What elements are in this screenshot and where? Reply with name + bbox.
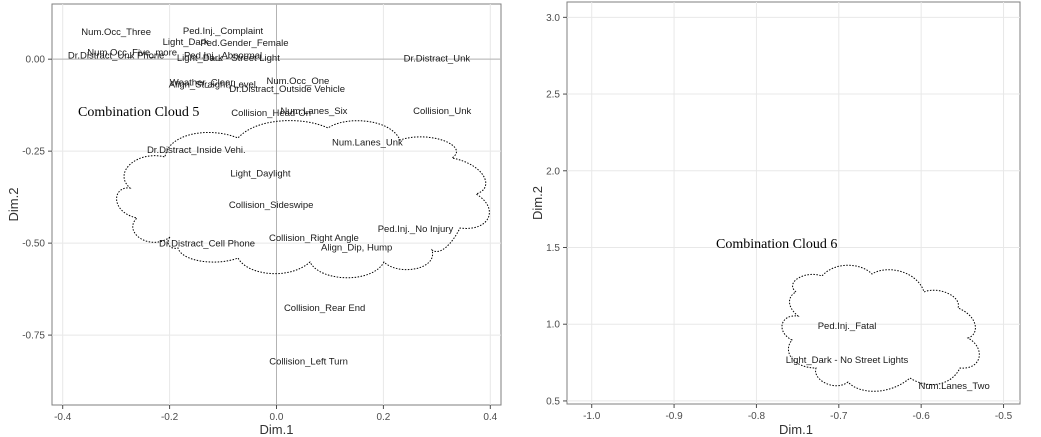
y-tick-label: -0.25 [22, 147, 45, 158]
point-labels: Ped.Inj._Fatal Light_Dark - No Street Lig… [786, 321, 990, 392]
point-label: Dr.Distract_Inside Vehi. [147, 145, 246, 156]
chart-panel-cloud-5: -0.4 -0.2 0.0 0.2 0.4 0.00 -0.25 -0.50 -0.75 Num… [6, 3, 502, 437]
x-tick-label: 0.2 [376, 412, 390, 423]
point-label: Align_Dip, Hump [321, 242, 392, 253]
point-label: Num.Lanes_Six [280, 106, 347, 117]
y-tick-label: 1.0 [546, 320, 560, 331]
grid-lines [567, 2, 1020, 404]
point-label: Collision_Sideswipe [229, 200, 314, 211]
cloud-annotation: Combination Cloud 6 [716, 237, 837, 252]
y-tick-label: 0.5 [546, 396, 560, 407]
y-tick-label: -0.50 [22, 239, 45, 250]
point-label: Ped.Inj._Abnormal [184, 50, 262, 61]
point-label: Num.Lanes_Unk [332, 137, 403, 148]
point-label: Ped.Inj._Fatal [818, 321, 877, 332]
x-tick-label: -0.6 [913, 411, 931, 422]
point-label: Num.Occ_Five_more [87, 47, 177, 58]
point-label: Light_Dark - No Street Lights [786, 355, 909, 366]
y-axis-title: Dim.2 [6, 188, 21, 222]
point-label: Ped.Inj._Complaint [183, 26, 264, 37]
x-tick-label: -0.4 [54, 412, 72, 423]
point-label: Dr.Distract_Unk Phone [68, 50, 165, 61]
cloud-outline [781, 264, 980, 392]
point-label: Ped.Gender_Female [200, 38, 288, 49]
point-label: Dr.Distract_Unk [404, 54, 471, 65]
point-label: Collision_Left Turn [269, 356, 348, 367]
point-label: Num.Occ_One [266, 76, 329, 87]
x-tick-label: -0.9 [665, 411, 683, 422]
y-tick-label: -0.75 [22, 331, 45, 342]
point-label: Num.Occ_Three [81, 27, 151, 38]
axis-ticks: -1.0 -0.9 -0.8 -0.7 -0.6 -0.5 0.5 1.0 1.5 2.0 2.5 3… [546, 13, 1012, 422]
point-label: Weather_Clear [170, 77, 234, 88]
y-tick-label: 2.0 [546, 166, 560, 177]
point-label: Light_Dark [163, 37, 209, 48]
point-label: Align_Straight, Level [169, 80, 256, 91]
point-label: Collision_Head-On [231, 108, 311, 119]
x-axis-title: Dim.1 [779, 422, 813, 437]
axis-ticks: -0.4 -0.2 0.0 0.2 0.4 0.00 -0.25 -0.50 -0.75 [22, 55, 497, 423]
x-tick-label: -0.8 [748, 411, 766, 422]
x-tick-label: -1.0 [583, 411, 601, 422]
x-tick-label: 0.0 [270, 412, 284, 423]
reference-lines [52, 4, 501, 405]
point-label: Collision_Right Angle [269, 233, 359, 244]
plot-area-border [566, 1, 1021, 405]
point-label: Light_Dark - Street Light [177, 53, 280, 64]
x-tick-label: -0.2 [161, 412, 179, 423]
y-tick-label: 3.0 [546, 13, 560, 24]
point-label: Ped.Inj._No Injury [378, 224, 454, 235]
y-axis-title: Dim.2 [530, 186, 545, 220]
x-tick-label: 0.4 [483, 412, 497, 423]
x-axis-title: Dim.1 [260, 422, 294, 437]
point-label: Collision_Rear End [284, 303, 365, 314]
point-label: Num.Lanes_Two [918, 381, 989, 392]
chart-panel-cloud-6: -1.0 -0.9 -0.8 -0.7 -0.6 -0.5 0.5 1.0 1.5 2.0 2.5 3… [530, 1, 1021, 437]
point-label: Light_Daylight [230, 169, 291, 180]
cloud-outline [116, 120, 490, 279]
point-label: Dr.Distract_Outside Vehicle [229, 84, 345, 95]
x-tick-label: -0.5 [995, 411, 1013, 422]
point-label: Collision_Unk [413, 106, 471, 117]
y-tick-label: 2.5 [546, 90, 560, 101]
x-tick-label: -0.7 [830, 411, 848, 422]
point-labels: Num.Occ_Three Ped.Inj._ComplaintLight_Dar… [68, 26, 472, 367]
y-tick-label: 1.5 [546, 243, 560, 254]
cloud-annotation: Combination Cloud 5 [78, 105, 199, 120]
point-label: Dr.Distract_Cell Phone [159, 239, 255, 250]
y-tick-label: 0.00 [26, 55, 46, 66]
